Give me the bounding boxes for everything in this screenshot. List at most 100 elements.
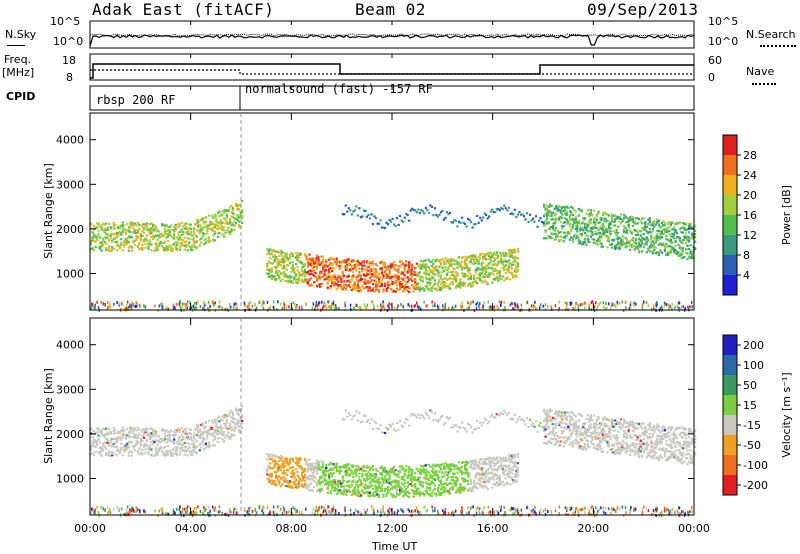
power-cell — [241, 200, 244, 203]
power-cell — [620, 241, 623, 244]
power-cell — [207, 241, 210, 244]
velocity-cell — [275, 484, 278, 487]
velocity-cell — [105, 437, 108, 440]
power-cell — [201, 217, 204, 220]
power-cell — [678, 221, 682, 224]
power-cell — [671, 249, 674, 252]
power-cell — [672, 234, 676, 237]
power-cell — [132, 241, 135, 244]
power-cell — [124, 232, 127, 235]
power-cell — [635, 237, 638, 240]
power-cell — [316, 265, 319, 268]
power-cell — [382, 290, 385, 293]
power-cell — [278, 263, 281, 266]
power-cell — [623, 224, 626, 228]
velocity-cell — [132, 444, 135, 447]
velocity-cell — [337, 485, 340, 488]
power-cell — [417, 282, 420, 285]
power-cell — [470, 285, 473, 288]
velocity-cell — [325, 480, 328, 483]
power-cell — [141, 248, 144, 251]
power-speckle — [186, 306, 188, 310]
power-cell — [356, 263, 359, 267]
velocity-cell — [287, 469, 290, 472]
velocity-cell — [343, 489, 346, 492]
velocity-cell — [165, 441, 168, 444]
power-cell — [632, 238, 635, 241]
power-cell — [656, 232, 659, 235]
power-cell — [503, 254, 506, 257]
power-cell — [308, 273, 311, 276]
power-speckle — [93, 306, 95, 310]
velocity-cell — [346, 485, 349, 488]
power-cell — [213, 230, 216, 233]
nave-tick-top: 60 — [708, 54, 722, 67]
power-speckle — [426, 304, 428, 307]
velocity-cell — [236, 412, 239, 415]
velocity-cell — [120, 443, 123, 446]
power-cell — [114, 240, 117, 244]
velocity-cell — [338, 470, 341, 473]
velocity-cell — [302, 469, 305, 472]
power-cell — [279, 252, 282, 255]
velocity-cell — [201, 422, 204, 425]
velocity-cell — [130, 427, 133, 430]
power-cell — [488, 251, 491, 254]
velocity-cell — [231, 434, 235, 437]
power-cell — [603, 232, 606, 235]
power-cell — [346, 266, 349, 269]
power-cell — [356, 214, 359, 217]
power-cell — [433, 268, 436, 271]
velocity-cell — [180, 448, 183, 452]
velocity-cell — [198, 428, 201, 431]
velocity-cell — [91, 452, 94, 455]
power-cell — [669, 245, 672, 248]
power-cell — [561, 227, 564, 230]
power-cell — [302, 273, 305, 276]
power-cell — [675, 221, 679, 224]
power-cell — [503, 279, 506, 282]
power-cell — [418, 211, 421, 215]
power-cell — [579, 240, 582, 243]
power-cell — [117, 233, 120, 236]
velocity-cell — [326, 491, 329, 494]
velocity-cell — [344, 472, 347, 475]
power-cell — [672, 226, 676, 229]
power-cell — [159, 241, 162, 244]
power-cell — [647, 223, 650, 226]
power-cell — [678, 247, 682, 250]
power-cell — [96, 235, 99, 239]
power-cell — [371, 269, 375, 272]
velocity-cell — [165, 454, 168, 457]
velocity-cell — [156, 451, 159, 454]
power-cell — [694, 232, 697, 236]
velocity-cell — [197, 435, 200, 438]
power-cell — [228, 221, 232, 224]
power-cell — [388, 284, 391, 287]
power-cell — [674, 228, 677, 231]
power-speckle — [97, 306, 100, 309]
power-cell — [541, 220, 544, 223]
power-cell — [447, 277, 450, 281]
velocity-cell — [319, 476, 322, 479]
power-cell — [414, 281, 417, 284]
power-cell — [433, 279, 436, 282]
power-cell — [287, 280, 290, 283]
power-cell — [612, 238, 615, 241]
velocity-cell — [291, 486, 294, 489]
power-cell — [477, 221, 480, 224]
velocity-cell — [331, 483, 334, 487]
power-cell — [607, 230, 611, 233]
power-cell — [183, 227, 186, 230]
power-cell — [191, 244, 194, 247]
power-cell — [607, 240, 611, 243]
power-cell — [192, 239, 195, 242]
power-cell — [388, 273, 391, 276]
velocity-cell — [270, 472, 273, 475]
velocity-cell — [103, 441, 106, 444]
velocity-cell — [158, 449, 161, 452]
velocity-cell — [183, 449, 186, 453]
power-cell — [215, 224, 218, 227]
power-cell — [436, 273, 439, 276]
power-cell — [167, 235, 170, 238]
